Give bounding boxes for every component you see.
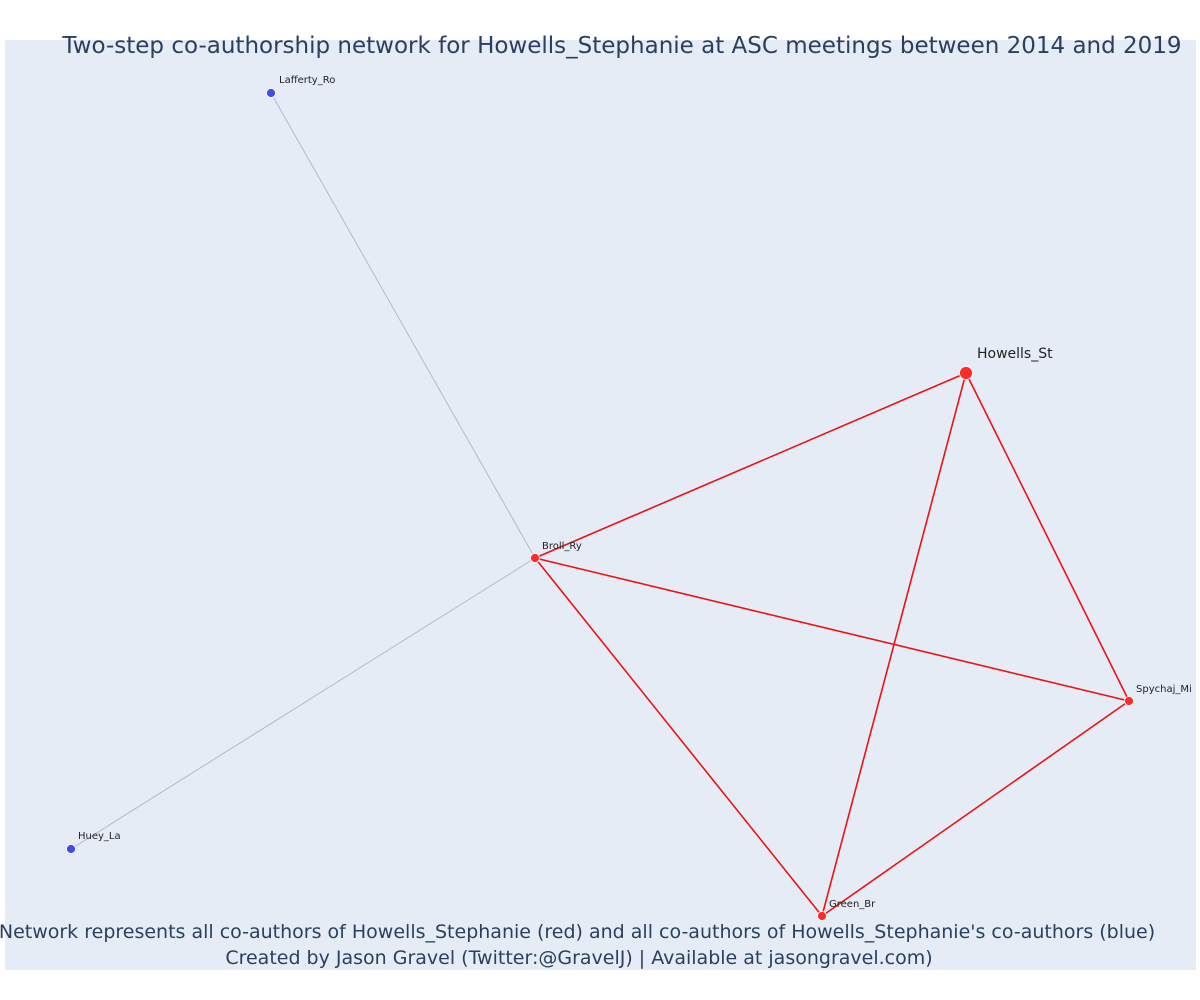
edge-Howells_St-Spychaj_Mi <box>965 372 1130 702</box>
node-label-Howells_St: Howells_St <box>977 346 1053 362</box>
plot-background <box>5 40 1196 970</box>
node-label-Lafferty_Ro: Lafferty_Ro <box>279 75 335 86</box>
node-Huey_La[interactable] <box>66 844 76 854</box>
node-label-Huey_La: Huey_La <box>78 831 121 842</box>
node-label-Spychaj_Mi: Spychaj_Mi <box>1136 684 1192 695</box>
edges-layer <box>70 92 1130 917</box>
caption-line-2: Created by Jason Gravel (Twitter:@Gravel… <box>225 947 932 969</box>
node-label-Broll_Ry: Broll_Ry <box>542 541 582 552</box>
node-Howells_St[interactable] <box>959 366 973 380</box>
caption-line-1: Network represents all co-authors of How… <box>0 921 1155 943</box>
edge-Broll_Ry-Green_Br <box>534 557 823 917</box>
edge-Broll_Ry-Spychaj_Mi <box>534 557 1130 702</box>
node-Broll_Ry[interactable] <box>530 553 540 563</box>
chart-title: Two-step co-authorship network for Howel… <box>61 33 1181 59</box>
node-Spychaj_Mi[interactable] <box>1124 696 1134 706</box>
edge-Broll_Ry-Huey_La <box>70 557 536 850</box>
labels-layer: Howells_St Broll_Ry Spychaj_Mi Green_Br Laff… <box>78 75 1192 910</box>
edge-Howells_St-Broll_Ry <box>534 372 967 559</box>
edge-Spychaj_Mi-Green_Br <box>821 700 1130 917</box>
node-label-Green_Br: Green_Br <box>829 899 876 910</box>
node-Lafferty_Ro[interactable] <box>266 88 276 98</box>
nodes-layer <box>66 88 1134 921</box>
edge-Broll_Ry-Lafferty_Ro <box>270 92 536 559</box>
node-Green_Br[interactable] <box>817 911 827 921</box>
